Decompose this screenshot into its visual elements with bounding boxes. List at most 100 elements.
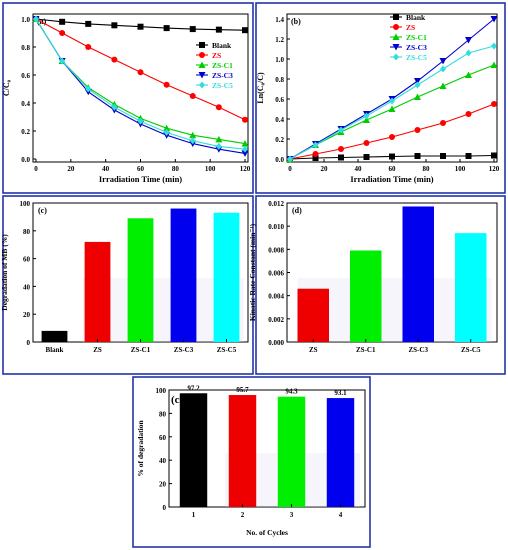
data-point	[490, 16, 498, 23]
data-point	[338, 146, 344, 152]
data-point	[215, 26, 222, 33]
y-tick-label: 60	[23, 256, 31, 264]
x-tick-label: ZS-C1	[131, 346, 151, 354]
x-tick-label: 40	[355, 165, 363, 173]
data-point	[163, 124, 171, 132]
y-tick-label: 0.0	[21, 156, 30, 164]
legend-entry: ZS-C5	[406, 53, 427, 62]
data-point	[33, 15, 39, 23]
data-point	[111, 22, 118, 29]
panel-label: (b)	[291, 17, 301, 26]
data-point	[59, 57, 66, 65]
y-tick-label: 0.4	[21, 100, 30, 108]
x-tick-label: 4	[339, 511, 343, 519]
data-point	[312, 151, 319, 157]
data-point	[312, 155, 319, 161]
y-axis-label: % of degradation	[136, 420, 145, 477]
data-point	[439, 82, 447, 89]
x-tick-label: Blank	[46, 346, 64, 354]
data-label: 95.7	[236, 386, 249, 394]
legend-entry: ZS-C5	[212, 81, 233, 90]
bar-zs-c5	[213, 212, 240, 342]
y-tick-label: 100	[156, 387, 167, 395]
data-point	[338, 154, 344, 161]
data-point	[338, 126, 344, 134]
legend-entry: ZS-C3	[212, 71, 233, 80]
y-tick-label: 0.8	[21, 44, 30, 52]
y-tick-label: 80	[159, 410, 167, 418]
data-point	[465, 37, 472, 44]
x-tick-label: 100	[455, 165, 466, 173]
data-point	[465, 111, 472, 117]
legend-entry: ZS-C3	[406, 43, 427, 52]
legend-marker	[198, 72, 206, 79]
series-zs-c5	[33, 15, 248, 153]
y-tick-label: 0.006	[268, 270, 284, 278]
x-tick-label: ZS	[309, 346, 318, 354]
data-point	[215, 142, 222, 150]
y-tick-label: 0.000	[268, 339, 284, 347]
data-point	[163, 128, 170, 136]
bar-2	[228, 395, 257, 507]
x-tick-label: 20	[67, 165, 75, 173]
panel-frame-5	[132, 376, 371, 548]
x-tick-label: 80	[172, 165, 180, 173]
data-point	[363, 140, 370, 146]
y-tick-label: 0.012	[268, 200, 284, 208]
data-point	[439, 58, 447, 65]
y-tick-label: 0.0	[275, 156, 284, 164]
panel-frame-3	[2, 195, 254, 375]
data-point	[111, 103, 118, 111]
data-point	[85, 20, 92, 27]
legend-entry: ZS-C1	[406, 33, 427, 42]
x-tick-label: ZS-C3	[409, 346, 429, 354]
bar-chart-4: 0.000 0.002 0.004 0.006 0.008 0.010 0.012 Kinat…	[248, 200, 498, 354]
y-tick-label: 1.2	[275, 36, 284, 44]
line-chart-1: 0 20 40 60 80 100 120 0.0 0.2 0.4 0.6 0.8 1.0 Irradia…	[2, 13, 251, 184]
data-point	[491, 152, 497, 159]
x-tick-label: 0	[288, 165, 292, 173]
legend-entry: Blank	[212, 41, 232, 50]
y-tick-label: 20	[159, 481, 167, 489]
y-tick-label: 0.004	[268, 293, 284, 301]
data-point	[414, 93, 421, 100]
data-point	[137, 23, 144, 30]
data-point	[491, 42, 497, 50]
panel-frame-1	[2, 2, 254, 194]
series-blank	[33, 16, 248, 34]
data-point	[163, 81, 170, 88]
y-tick-label: 0.010	[268, 223, 284, 231]
x-tick-label: 100	[205, 165, 216, 173]
y-tick-label: 20	[23, 311, 31, 319]
series-zs-c5	[287, 42, 497, 163]
data-point	[440, 120, 446, 126]
y-tick-label: 40	[159, 457, 167, 465]
bar-zs	[84, 241, 111, 342]
series-zs-c3	[286, 16, 498, 163]
data-point	[189, 137, 196, 145]
y-tick-label: 1.0	[21, 16, 30, 24]
data-point	[389, 97, 395, 105]
data-point	[85, 44, 92, 50]
x-tick-label: 40	[102, 165, 110, 173]
legend-marker	[393, 24, 399, 30]
y-tick-label: 0.4	[275, 116, 284, 124]
data-point	[59, 30, 66, 36]
data-point	[465, 153, 472, 159]
x-tick-label: ZS-C1	[356, 346, 376, 354]
panel-label: (c)	[38, 206, 47, 215]
data-point	[242, 145, 248, 153]
bar-zs-c5	[455, 233, 487, 342]
data-point	[363, 154, 370, 160]
data-point	[59, 18, 66, 25]
bar-zs	[297, 288, 329, 342]
data-label: 94.3	[285, 388, 298, 396]
x-tick-label: ZS	[93, 346, 102, 354]
data-point	[414, 153, 421, 159]
bar-3	[277, 396, 306, 507]
y-tick-label: 0.2	[21, 128, 30, 136]
data-label: 97.2	[187, 384, 200, 392]
data-point	[465, 71, 472, 78]
